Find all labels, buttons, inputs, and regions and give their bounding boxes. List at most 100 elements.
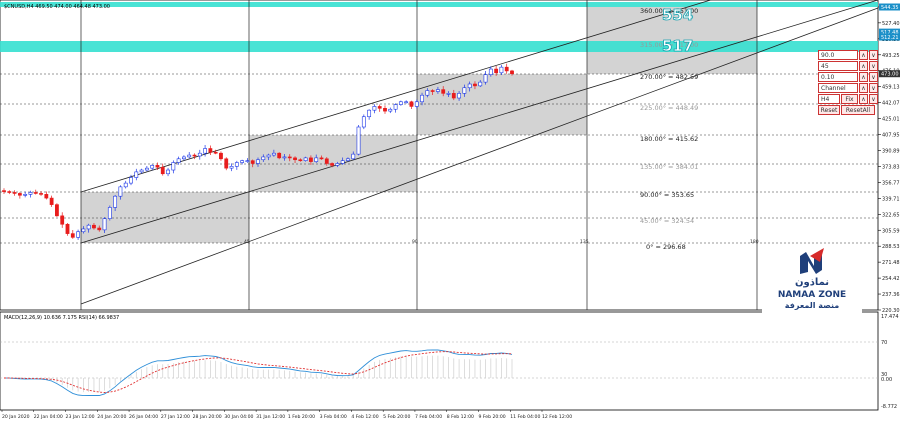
candle-body[interactable] — [293, 157, 297, 161]
scale-control[interactable]: 0.10 ∧ ∨ — [818, 72, 878, 82]
candle-body[interactable] — [2, 190, 6, 192]
candle-body[interactable] — [171, 162, 176, 171]
candle-body[interactable] — [504, 66, 509, 72]
indicator-plot-area[interactable] — [0, 311, 879, 411]
candle-body[interactable] — [330, 163, 334, 166]
step-control[interactable]: 45 ∧ ∨ — [818, 61, 878, 71]
candle-body[interactable] — [266, 154, 271, 158]
candle-body[interactable] — [420, 94, 424, 103]
reset-button[interactable]: Reset — [818, 105, 840, 115]
candle-body[interactable] — [446, 93, 451, 95]
candle-body[interactable] — [213, 151, 218, 154]
channel-upper-line[interactable] — [80, 0, 878, 193]
candle-body[interactable] — [388, 108, 393, 112]
candle-body[interactable] — [346, 158, 350, 161]
candle-body[interactable] — [319, 157, 324, 160]
timeframe-control[interactable]: H4 Fix ∧ ∨ — [818, 94, 878, 104]
timeframe-down-button[interactable]: ∨ — [869, 94, 878, 104]
step-down-button[interactable]: ∨ — [869, 61, 878, 71]
candle-body[interactable] — [478, 81, 483, 87]
candle-body[interactable] — [102, 218, 107, 231]
candle-body[interactable] — [430, 90, 435, 92]
candle-body[interactable] — [383, 108, 387, 112]
candle-body[interactable] — [123, 182, 128, 188]
reset-all-button[interactable]: ResetAll — [841, 105, 875, 115]
candle-body[interactable] — [451, 93, 456, 99]
candle-body[interactable] — [176, 158, 181, 163]
scale-field[interactable]: 0.10 — [818, 72, 858, 82]
candle-body[interactable] — [229, 165, 234, 169]
candle-body[interactable] — [92, 224, 96, 229]
candle-body[interactable] — [86, 224, 91, 230]
candle-body[interactable] — [150, 165, 155, 169]
candle-body[interactable] — [261, 156, 266, 161]
candle-body[interactable] — [240, 160, 245, 163]
candle-body[interactable] — [33, 192, 38, 194]
candle-body[interactable] — [28, 192, 33, 195]
candle-body[interactable] — [113, 195, 118, 208]
candle-body[interactable] — [107, 207, 112, 219]
candle-body[interactable] — [234, 162, 239, 167]
candle-body[interactable] — [197, 152, 202, 157]
candle-body[interactable] — [309, 157, 313, 162]
candle-body[interactable] — [55, 204, 59, 217]
step-up-button[interactable]: ∧ — [859, 61, 868, 71]
candle-body[interactable] — [118, 186, 123, 197]
candle-body[interactable] — [314, 157, 319, 162]
candle-body[interactable] — [361, 116, 366, 128]
candle-body[interactable] — [414, 101, 419, 107]
candle-body[interactable] — [404, 101, 409, 104]
angle-down-button[interactable]: ∨ — [869, 50, 878, 60]
channel-lower-line[interactable] — [80, 7, 879, 305]
candle-body[interactable] — [488, 68, 493, 75]
candle-body[interactable] — [65, 223, 70, 234]
candle-body[interactable] — [467, 83, 472, 89]
candle-body[interactable] — [224, 158, 229, 169]
candle-body[interactable] — [393, 104, 398, 110]
candle-body[interactable] — [44, 194, 49, 199]
candle-body[interactable] — [155, 165, 160, 168]
price-channel[interactable] — [80, 0, 879, 305]
candle-body[interactable] — [324, 158, 329, 164]
reset-controls[interactable]: Reset ResetAll — [818, 105, 878, 115]
candle-body[interactable] — [17, 193, 22, 196]
candle-body[interactable] — [203, 148, 207, 154]
candle-body[interactable] — [208, 148, 213, 153]
candle-body[interactable] — [160, 166, 165, 175]
angle-control[interactable]: 90.0 ∧ ∨ — [818, 50, 878, 60]
candle-body[interactable] — [250, 160, 255, 164]
mode-field[interactable]: Channel — [818, 83, 858, 93]
mode-control[interactable]: Channel ∧ ∨ — [818, 83, 878, 93]
timeframe-up-button[interactable]: ∧ — [859, 94, 868, 104]
candle-body[interactable] — [277, 152, 282, 159]
candle-body[interactable] — [303, 157, 308, 161]
candle-body[interactable] — [409, 101, 414, 107]
candle-body[interactable] — [335, 163, 340, 166]
candle-body[interactable] — [367, 109, 372, 118]
candle-body[interactable] — [356, 126, 361, 155]
timeframe-field[interactable]: H4 — [818, 94, 840, 104]
candle-body[interactable] — [7, 191, 12, 193]
candlesticks[interactable] — [2, 63, 514, 240]
candle-body[interactable] — [97, 227, 102, 231]
mode-up-button[interactable]: ∧ — [859, 83, 868, 93]
candle-body[interactable] — [60, 215, 65, 225]
candle-body[interactable] — [483, 74, 488, 83]
candle-body[interactable] — [425, 90, 430, 96]
candle-body[interactable] — [282, 156, 287, 159]
candle-body[interactable] — [219, 152, 223, 160]
candle-body[interactable] — [462, 87, 467, 94]
candle-body[interactable] — [139, 169, 144, 173]
candle-body[interactable] — [436, 89, 440, 92]
candle-body[interactable] — [192, 154, 197, 157]
candle-body[interactable] — [39, 193, 43, 195]
candle-body[interactable] — [166, 169, 170, 175]
scale-up-button[interactable]: ∧ — [859, 72, 868, 82]
fix-button[interactable]: Fix — [841, 94, 858, 104]
candle-body[interactable] — [144, 167, 149, 171]
candle-body[interactable] — [245, 160, 250, 162]
mode-down-button[interactable]: ∨ — [869, 83, 878, 93]
candle-body[interactable] — [351, 153, 356, 160]
